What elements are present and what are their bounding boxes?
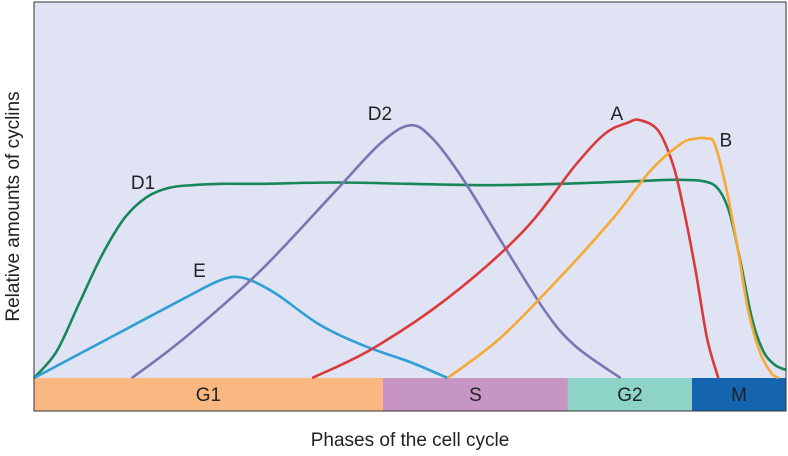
phase-s-label: S [469, 385, 482, 406]
curve-labels: D1 E D2 A B [131, 104, 732, 282]
phase-g2-label: G2 [617, 385, 642, 406]
curve-label-e: E [193, 261, 206, 282]
curve-a [311, 118, 720, 380]
plot-background [34, 2, 786, 411]
phase-m-label: M [731, 385, 747, 406]
curve-label-a: A [610, 104, 623, 125]
phase-m-segment [692, 378, 786, 411]
y-axis-title: Relative amounts of cyclins [3, 91, 24, 321]
curve-b [446, 136, 780, 380]
plot-frame [33, 1, 787, 412]
phase-g1-label: G1 [196, 385, 221, 406]
phase-bar: G1 S G2 M [34, 378, 786, 411]
curves [33, 118, 787, 380]
curve-label-d1: D1 [131, 173, 155, 194]
phase-g1-segment [34, 378, 383, 411]
curve-d2 [131, 123, 622, 380]
curve-label-d2: D2 [368, 104, 392, 125]
curve-label-b: B [719, 131, 732, 152]
phase-s-segment [382, 378, 568, 411]
phase-g2-segment [567, 378, 692, 411]
x-axis-title: Phases of the cell cycle [311, 430, 510, 451]
